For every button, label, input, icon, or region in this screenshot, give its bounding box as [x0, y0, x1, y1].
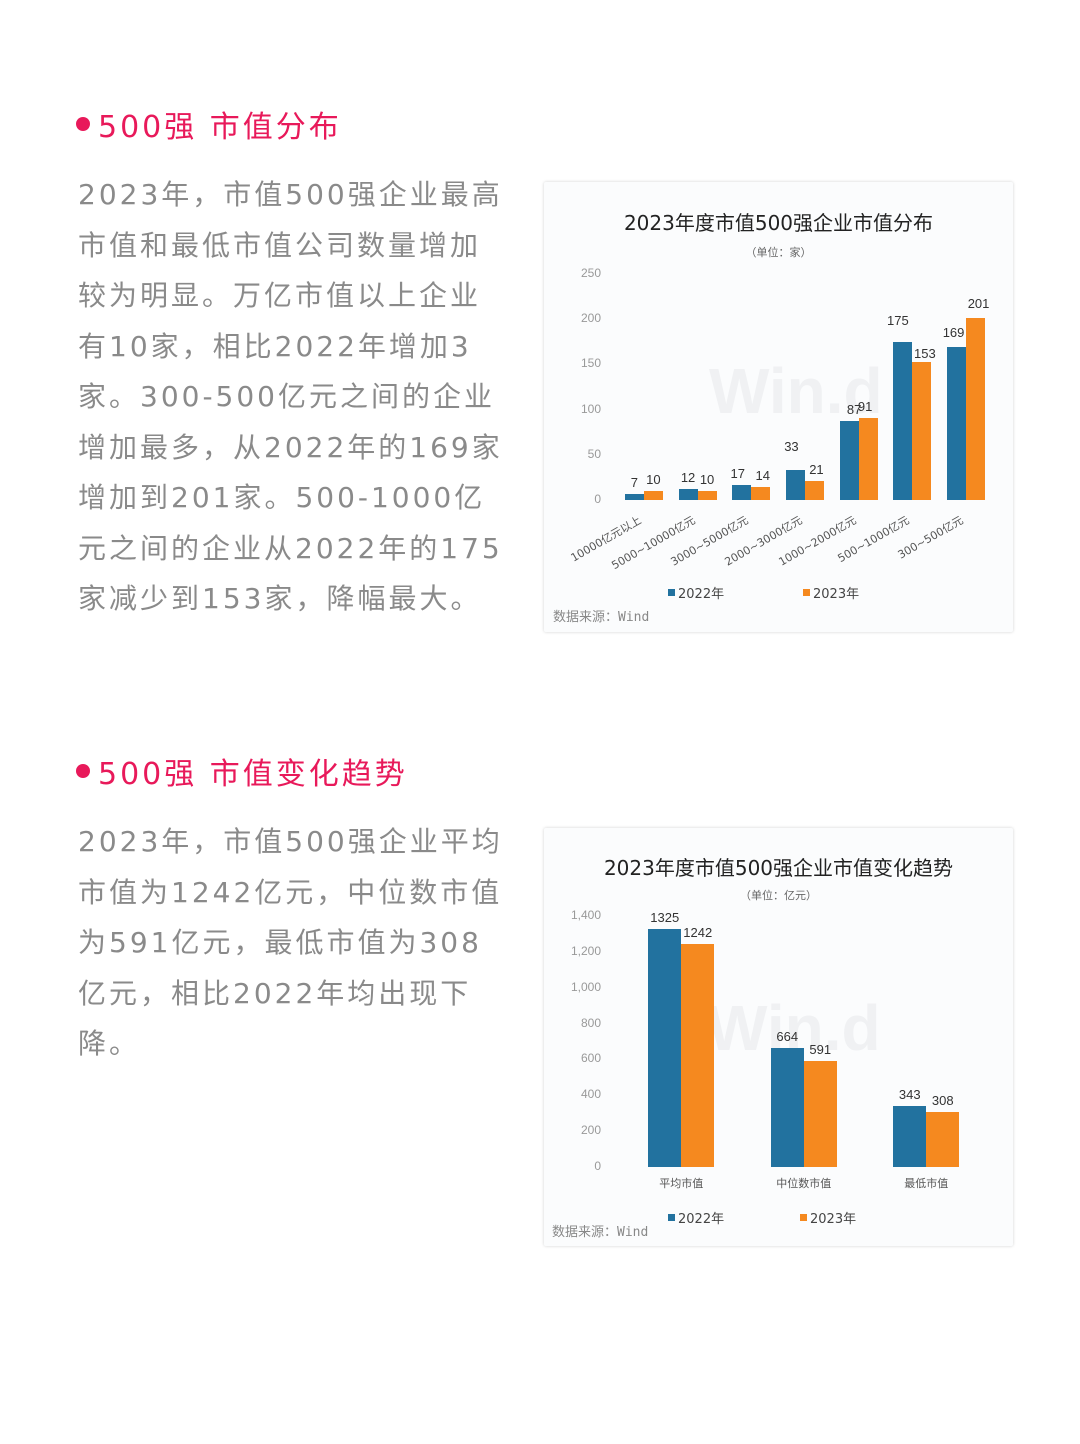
data-label: 10 [699, 471, 715, 487]
bar-2023 [751, 487, 771, 500]
legend-label: 2023年 [810, 1212, 857, 1227]
data-label: 14 [755, 468, 770, 484]
data-label: 308 [931, 1092, 954, 1108]
y-axis-tick: 400 [580, 1087, 601, 1102]
chart-unit: （单位：亿元） [740, 889, 817, 902]
legend-label: 2023年 [813, 587, 860, 602]
bar-2023 [681, 944, 715, 1167]
section-title-text: 500强 市值分布 [98, 110, 342, 145]
data-label: 153 [913, 345, 936, 361]
bullet-icon [76, 117, 90, 131]
section-title-trend: 500强 市值变化趋势 [76, 749, 408, 793]
y-axis-tick: 0 [594, 492, 601, 506]
y-axis-tick: 1,400 [570, 908, 601, 922]
y-axis-tick: 600 [580, 1051, 601, 1066]
bullet-icon [76, 764, 90, 778]
data-label: 33 [784, 439, 799, 455]
bar-2023 [697, 490, 717, 500]
data-label: 201 [967, 296, 990, 312]
data-label: 175 [886, 312, 909, 328]
data-label: 10 [646, 471, 661, 487]
legend-2023: 2023年 [803, 583, 859, 602]
trend-chart: 2023年度市值500强企业市值变化趋势 （单位：亿元） Win.d 2022年… [544, 828, 1013, 1246]
data-label: 343 [898, 1086, 921, 1102]
legend-2022: 2022年 [668, 583, 724, 602]
bar-2023 [926, 1111, 960, 1167]
bar-2022 [893, 341, 913, 500]
bar-2023 [803, 1061, 837, 1167]
legend-2022: 2022年 [668, 1208, 724, 1227]
y-axis-tick: 200 [580, 311, 601, 326]
y-axis-tick: 150 [580, 356, 601, 371]
chart-unit: （单位：家） [745, 246, 812, 259]
bar-2022 [732, 484, 752, 500]
y-axis-tick: 0 [594, 1159, 601, 1173]
x-axis-label: 中位数市值 [776, 1177, 832, 1190]
data-label: 591 [809, 1042, 832, 1058]
bar-2023 [858, 417, 878, 500]
distribution-paragraph: 2023年，市值500强企业最高市值和最低市值公司数量增加较为明显。万亿市值以上… [78, 178, 503, 615]
data-source: 数据来源：Wind [553, 610, 650, 625]
bar-2022 [648, 929, 682, 1167]
bar-2023 [804, 481, 824, 500]
legend-swatch-icon [803, 589, 810, 596]
bar-2023 [912, 361, 932, 500]
bar-2022 [839, 421, 859, 500]
y-axis-tick: 250 [580, 266, 601, 280]
x-axis-label: 最低市值 [904, 1177, 949, 1190]
legend-swatch-icon [668, 1214, 675, 1221]
bar-2022 [624, 493, 644, 500]
x-axis-label: 300~500亿元 [895, 513, 966, 562]
y-axis-tick: 200 [580, 1123, 601, 1138]
data-label: 1242 [683, 925, 713, 941]
x-axis-label: 平均市值 [659, 1177, 704, 1190]
bar-2022 [785, 470, 805, 500]
y-axis-tick: 50 [587, 446, 601, 461]
data-label: 1325 [650, 910, 680, 926]
data-label: 7 [630, 474, 638, 490]
data-label: 664 [776, 1028, 799, 1044]
bar-2022 [678, 489, 698, 500]
legend-swatch-icon [800, 1214, 807, 1221]
data-label: 12 [680, 470, 696, 486]
data-source: 数据来源：Wind [552, 1225, 649, 1240]
data-label: 87 [846, 402, 862, 418]
data-label: 169 [942, 325, 965, 341]
y-axis-tick: 100 [580, 401, 601, 416]
section-title-text: 500强 市值变化趋势 [98, 757, 408, 792]
y-axis-tick: 1,000 [570, 979, 601, 994]
chart-title: 2023年度市值500强企业市值分布 [623, 211, 934, 235]
y-axis-tick: 800 [580, 1015, 601, 1030]
y-axis-tick: 1,200 [570, 943, 601, 958]
bar-2023 [643, 490, 663, 500]
trend-paragraph: 2023年，市值500强企业平均市值为1242亿元，中位数市值为591亿元，最低… [78, 825, 503, 1060]
data-label: 91 [857, 398, 873, 414]
distribution-chart: 2023年度市值500强企业市值分布 （单位：家） Win.d 2022年 20… [544, 182, 1013, 632]
section-title-distribution: 500强 市值分布 [76, 102, 342, 146]
legend-label: 2022年 [678, 1212, 725, 1227]
bar-2022 [770, 1047, 804, 1167]
legend-swatch-icon [668, 589, 675, 596]
bar-2022 [947, 347, 967, 500]
legend-label: 2022年 [678, 587, 725, 602]
legend-2023: 2023年 [800, 1208, 856, 1227]
bar-2022 [893, 1105, 927, 1167]
chart-title: 2023年度市值500强企业市值变化趋势 [603, 856, 954, 880]
data-label: 21 [809, 462, 824, 478]
bar-2023 [966, 318, 986, 500]
data-label: 17 [730, 465, 745, 481]
